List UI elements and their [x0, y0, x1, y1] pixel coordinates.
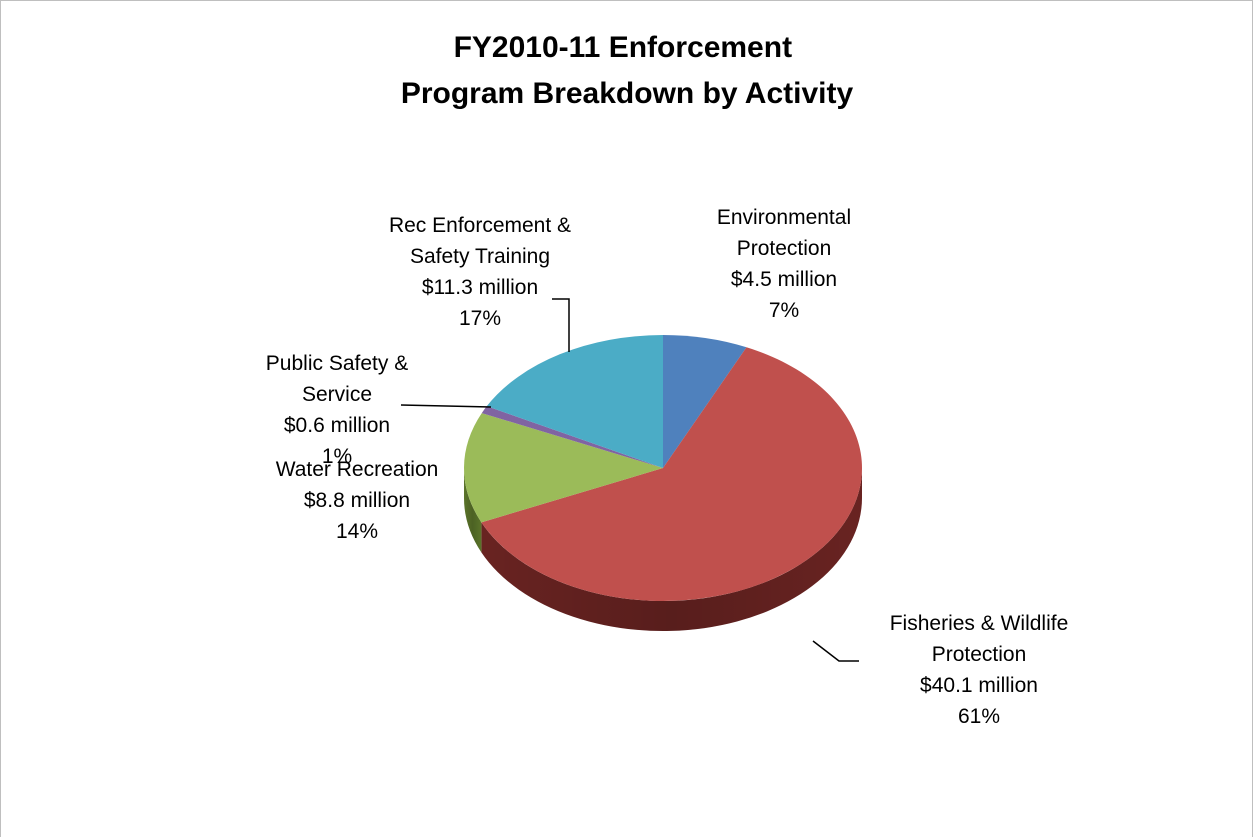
data-label-line: Rec Enforcement &: [389, 214, 571, 237]
data-label-line: 1%: [322, 445, 352, 468]
data-label-line: Safety Training: [410, 245, 550, 268]
data-label-line: Protection: [737, 237, 832, 260]
data-label-line: 14%: [336, 520, 378, 543]
pie-sides: [464, 468, 862, 631]
data-labels: Environmental Protection $4.5 million 7% Fis…: [266, 206, 1068, 728]
pie-slice-environmental-protection: [663, 335, 747, 468]
data-label-line: Service: [302, 383, 372, 406]
chart-title: FY2010-11 Enforcement Program Breakdown …: [401, 31, 854, 110]
data-label-line: 61%: [958, 705, 1000, 728]
pie-slices: [463, 335, 862, 601]
data-label-line: Environmental: [717, 206, 851, 229]
leader-line-fisheries-and-wildlife-protection: [812, 640, 859, 662]
data-label-rec-enforcement-and-safety-training: Rec Enforcement & Safety Training $11.3 mi…: [389, 214, 571, 330]
leader-line-rec-enforcement-and-safety-training: [552, 298, 570, 352]
pie-slice-water-recreation: [463, 413, 663, 523]
data-label-line: $11.3 million: [422, 276, 538, 299]
data-label-water-recreation: Water Recreation $8.8 million 14%: [276, 458, 439, 543]
data-label-line: $0.6 million: [284, 414, 390, 437]
data-label-line: $8.8 million: [304, 489, 410, 512]
data-label-public-safety-and-service: Public Safety & Service $0.6 million 1%: [266, 352, 408, 468]
data-label-line: 7%: [769, 299, 799, 322]
chart-title-line-2: Program Breakdown by Activity: [401, 77, 854, 110]
data-label-line: Protection: [932, 643, 1027, 666]
leader-line-public-safety-and-service: [400, 404, 492, 408]
data-label-line: Water Recreation: [276, 458, 439, 481]
data-label-line: $40.1 million: [920, 674, 1038, 697]
data-label-line: Fisheries & Wildlife: [890, 612, 1069, 635]
data-label-fisheries-and-wildlife-protection: Fisheries & Wildlife Protection $40.1 mill…: [890, 612, 1069, 728]
pie-slice-fisheries-and-wildlife-protection: [481, 347, 862, 601]
pie-side-shade-fisheries-and-wildlife-protection: [481, 468, 862, 631]
data-label-environmental-protection: Environmental Protection $4.5 million 7%: [717, 206, 851, 322]
chart-title-line-1: FY2010-11 Enforcement: [454, 31, 792, 64]
data-label-line: 17%: [459, 307, 501, 330]
data-label-line: Public Safety &: [266, 352, 408, 375]
pie-side-shade-water-recreation: [464, 468, 482, 553]
data-label-line: $4.5 million: [731, 268, 837, 291]
pie-slice-rec-enforcement-and-safety-training: [486, 335, 663, 468]
leader-lines: [400, 298, 859, 662]
pie-slice-public-safety-and-service: [481, 406, 663, 468]
